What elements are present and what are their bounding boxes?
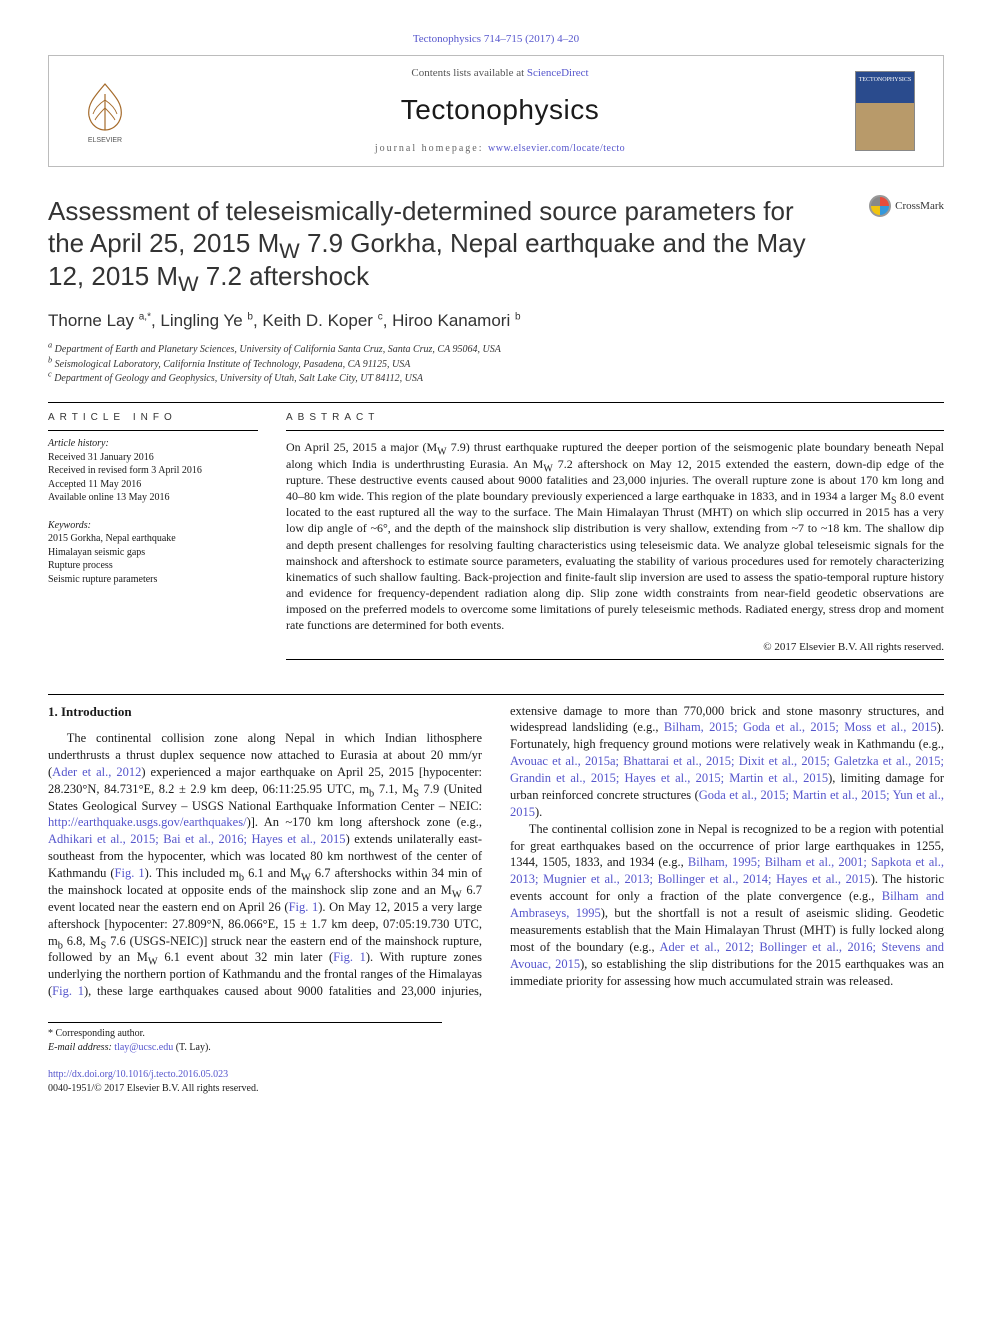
section-heading: 1. Introduction (48, 703, 482, 721)
figure-link[interactable]: Fig. 1 (289, 900, 319, 914)
crossmark-label: CrossMark (895, 199, 944, 214)
paragraph: The continental collision zone in Nepal … (510, 821, 944, 990)
abstract-text: On April 25, 2015 a major (MW 7.9) thrus… (286, 439, 944, 633)
divider (48, 694, 944, 695)
svg-text:ELSEVIER: ELSEVIER (88, 137, 122, 144)
figure-link[interactable]: Fig. 1 (333, 950, 366, 964)
bottom-info: http://dx.doi.org/10.1016/j.tecto.2016.0… (48, 1068, 944, 1095)
footnotes: * Corresponding author. E-mail address: … (48, 1022, 442, 1054)
journal-homepage: journal homepage: www.elsevier.com/locat… (145, 142, 855, 156)
sciencedirect-link[interactable]: ScienceDirect (527, 67, 589, 79)
crossmark-badge[interactable]: CrossMark (869, 195, 944, 217)
journal-title: Tectonophysics (145, 91, 855, 129)
journal-cover-thumb: TECTONOPHYSICS (855, 71, 915, 151)
elsevier-logo: ELSEVIER (75, 76, 135, 146)
corresponding-author: * Corresponding author. (48, 1027, 442, 1041)
contents-line: Contents lists available at ScienceDirec… (145, 66, 855, 81)
doi-link[interactable]: http://dx.doi.org/10.1016/j.tecto.2016.0… (48, 1069, 228, 1080)
citation-link[interactable]: Adhikari et al., 2015; Bai et al., 2016;… (48, 832, 346, 846)
citation-link[interactable]: Ader et al., 2012 (52, 765, 141, 779)
email-link[interactable]: tlay@ucsc.edu (114, 1042, 173, 1053)
divider (48, 402, 944, 403)
journal-ref-link[interactable]: Tectonophysics 714–715 (2017) 4–20 (413, 33, 579, 45)
masthead: ELSEVIER Contents lists available at Sci… (48, 55, 944, 167)
homepage-link[interactable]: www.elsevier.com/locate/tecto (488, 143, 625, 154)
email-line: E-mail address: tlay@ucsc.edu (T. Lay). (48, 1041, 442, 1055)
authors-line: Thorne Lay a,*, Lingling Ye b, Keith D. … (48, 310, 944, 333)
article-history: Article history: Received 31 January 201… (48, 437, 258, 505)
abstract-copyright: © 2017 Elsevier B.V. All rights reserved… (286, 640, 944, 655)
abstract: abstract On April 25, 2015 a major (MW 7… (286, 411, 944, 668)
article-title: Assessment of teleseismically-determined… (48, 195, 944, 293)
article-info-heading: article info (48, 411, 258, 425)
body-columns: 1. Introduction The continental collisio… (48, 703, 944, 1001)
abstract-heading: abstract (286, 411, 944, 425)
keywords: Keywords: 2015 Gorkha, Nepal earthquake … (48, 519, 258, 587)
article-info: article info Article history: Received 3… (48, 411, 258, 668)
affiliations: a Department of Earth and Planetary Scie… (48, 343, 944, 386)
issn-copyright: 0040-1951/© 2017 Elsevier B.V. All right… (48, 1082, 944, 1096)
figure-link[interactable]: Fig. 1 (52, 984, 84, 998)
external-link[interactable]: http://earthquake.usgs.gov/earthquakes/ (48, 815, 247, 829)
running-head: Tectonophysics 714–715 (2017) 4–20 (48, 32, 944, 47)
crossmark-icon (869, 195, 891, 217)
figure-link[interactable]: Fig. 1 (115, 866, 145, 880)
citation-link[interactable]: Bilham, 2015; Goda et al., 2015; Moss et… (664, 720, 937, 734)
